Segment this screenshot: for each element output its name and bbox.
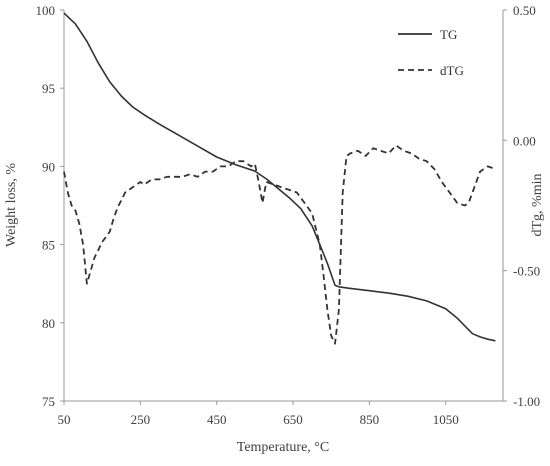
y-right-tick-label: -0.50 (513, 264, 540, 279)
series-layer (63, 12, 496, 345)
y-left-tick-label: 80 (42, 316, 55, 331)
axes-layer (63, 10, 504, 402)
ticks-layer: 50 250 450 650 850 1050 75 80 85 90 95 100 -1.00 -0.5… (36, 3, 541, 427)
y-right-tick-label: 0.00 (513, 133, 536, 148)
x-tick-label: 850 (360, 412, 380, 427)
y-right-axis-title: dTg, %min (530, 174, 545, 237)
legend: TG dTG (398, 27, 464, 78)
x-tick-label: 450 (207, 412, 227, 427)
y-left-tick-label: 85 (42, 238, 55, 253)
x-tick-label: 650 (283, 412, 303, 427)
x-axis-title: Temperature, °C (237, 440, 329, 455)
series-line-dtg (63, 144, 496, 345)
y-left-tick-label: 100 (36, 3, 56, 18)
legend-label-tg: TG (440, 27, 457, 42)
y-left-axis-title: Weight loss, % (4, 163, 19, 247)
y-left-tick-label: 90 (42, 159, 55, 174)
y-left-tick-label: 75 (42, 394, 55, 409)
y-right-tick-label: 0.50 (513, 3, 536, 18)
y-left-tick-label: 95 (42, 81, 55, 96)
series-line-tg (63, 12, 496, 342)
x-tick-label: 250 (131, 412, 151, 427)
x-tick-label: 1050 (433, 412, 459, 427)
legend-label-dtg: dTG (440, 63, 464, 78)
y-right-tick-label: -1.00 (513, 394, 540, 409)
x-tick-label: 50 (58, 412, 71, 427)
